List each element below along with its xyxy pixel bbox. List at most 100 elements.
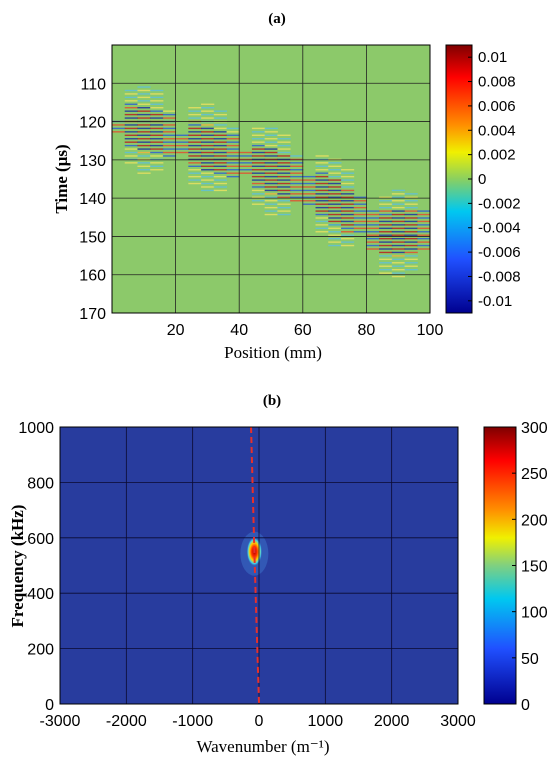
wave-stripe	[239, 162, 253, 164]
wave-stripe	[353, 210, 367, 212]
wave-stripe	[353, 231, 367, 233]
wave-stripe	[124, 138, 138, 140]
wave-stripe	[379, 200, 393, 202]
wave-stripe	[353, 220, 367, 223]
wave-stripe	[315, 220, 329, 223]
wave-stripe	[264, 203, 278, 205]
wave-stripe	[124, 89, 138, 92]
wave-stripe	[201, 175, 215, 178]
wave-stripe	[328, 186, 342, 188]
wave-stripe	[379, 251, 393, 254]
wave-stripe	[239, 151, 253, 154]
wave-stripe	[201, 134, 215, 136]
wave-stripe	[328, 213, 342, 216]
colorbar-a	[445, 44, 473, 314]
y-tick-label: 1000	[18, 420, 54, 437]
wave-stripe	[251, 151, 266, 154]
wave-stripe	[404, 241, 418, 243]
colorbar-tick-label: -0.006	[478, 244, 521, 261]
wave-stripe	[315, 162, 329, 164]
wave-stripe	[340, 237, 355, 240]
wave-stripe	[150, 144, 164, 147]
wave-stripe	[391, 227, 406, 230]
wave-stripe	[404, 206, 418, 209]
wave-stripe	[112, 131, 126, 133]
wave-stripe	[315, 196, 329, 199]
wave-stripe	[213, 138, 227, 140]
wave-stripe	[417, 237, 430, 240]
wave-stripe	[137, 127, 151, 130]
y-tick-label: 120	[79, 115, 106, 132]
y-tick-label: 140	[79, 191, 106, 208]
wave-stripe	[264, 172, 278, 174]
wave-stripe	[150, 110, 164, 112]
wave-stripe	[366, 241, 380, 243]
wave-stripe	[391, 234, 406, 236]
colorbar-tick-label: 200	[521, 512, 548, 529]
wave-stripe	[328, 165, 342, 167]
wave-stripe	[391, 262, 406, 264]
wave-stripe	[251, 165, 266, 167]
colorbar-tick-label: 0.008	[478, 74, 516, 91]
wave-stripe	[417, 248, 430, 250]
wave-stripe	[290, 189, 304, 192]
wave-stripe	[226, 172, 240, 174]
wave-stripe	[137, 148, 151, 150]
wave-stripe	[404, 196, 418, 199]
wave-stripe	[404, 200, 418, 202]
wave-stripe	[264, 162, 278, 164]
wave-stripe	[137, 134, 151, 136]
wave-stripe	[366, 234, 380, 236]
plot-b-x-label: Wavenumber (m⁻¹)	[196, 737, 329, 756]
wave-stripe	[137, 100, 151, 102]
wave-stripe	[264, 179, 278, 181]
wave-stripe	[404, 268, 418, 271]
wave-stripe	[201, 151, 215, 154]
wave-stripe	[277, 206, 291, 209]
wave-stripe	[150, 151, 164, 154]
colorbar-tick-label: -0.004	[478, 220, 521, 237]
wave-stripe	[150, 134, 164, 136]
wave-stripe	[226, 169, 240, 171]
wave-stripe	[175, 144, 189, 147]
wave-stripe	[175, 151, 189, 154]
wave-stripe	[150, 117, 164, 119]
colorbar-tick-label: 0.002	[478, 147, 516, 164]
wave-stripe	[290, 158, 304, 161]
colorbar-tick-label: -0.002	[478, 195, 521, 212]
wave-stripe	[188, 110, 202, 112]
colorbar-tick-label: 50	[521, 651, 539, 668]
wave-stripe	[340, 210, 355, 212]
wave-stripe	[340, 182, 355, 185]
wave-stripe	[264, 127, 278, 130]
wave-stripe	[124, 162, 138, 164]
wave-stripe	[328, 189, 342, 192]
wave-stripe	[162, 148, 177, 150]
wave-stripe	[124, 141, 138, 143]
wave-stripe	[188, 117, 202, 119]
wave-stripe	[379, 265, 393, 267]
wave-stripe	[302, 203, 317, 205]
wave-stripe	[340, 186, 355, 188]
wave-stripe	[315, 193, 329, 195]
wave-stripe	[315, 224, 329, 226]
wave-stripe	[251, 138, 266, 140]
wave-stripe	[213, 186, 227, 188]
wave-stripe	[404, 237, 418, 240]
wave-stripe	[251, 155, 266, 157]
wave-stripe	[277, 179, 291, 181]
wave-stripe	[277, 169, 291, 171]
wave-stripe	[379, 206, 393, 209]
wave-stripe	[264, 148, 278, 150]
wave-stripe	[251, 203, 266, 205]
wave-stripe	[417, 217, 430, 219]
wave-stripe	[188, 127, 202, 130]
wave-stripe	[264, 134, 278, 136]
wave-stripe	[366, 217, 380, 219]
wave-stripe	[315, 186, 329, 188]
wave-stripe	[201, 179, 215, 181]
wave-stripe	[391, 251, 406, 254]
wave-stripe	[264, 200, 278, 202]
wave-stripe	[175, 141, 189, 143]
wave-stripe	[379, 227, 393, 230]
